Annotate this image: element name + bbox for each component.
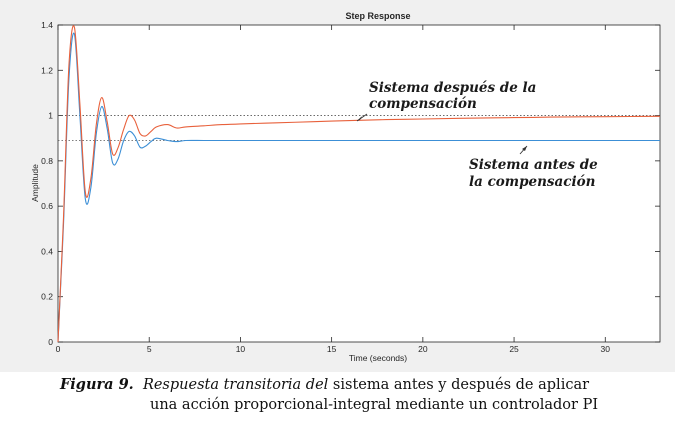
x-tick-label: 20 (418, 344, 428, 354)
x-tick-label: 25 (509, 344, 519, 354)
series-layer (57, 25, 661, 343)
caption-label: Figura 9. (60, 376, 134, 393)
annotations: Sistema después de la compensación Siste… (356, 80, 598, 190)
series-line (57, 25, 661, 343)
x-tick-label: 0 (56, 344, 61, 354)
annotation-before-line1: Sistema antes de (469, 157, 598, 173)
y-axis-label: Amplitude (30, 164, 40, 202)
annotation-arrowhead-before (522, 146, 527, 151)
caption-line2: una acción proporcional-integral mediant… (150, 397, 599, 413)
x-tick-label: 30 (601, 344, 611, 354)
annotation-arrowhead-after (357, 116, 362, 121)
series-line (57, 32, 660, 343)
annotation-after-line1: Sistema después de la (369, 80, 536, 96)
figure-caption: Figura 9. Respuesta transitoria del sist… (60, 375, 670, 415)
y-tick-label: 1.2 (41, 65, 53, 75)
caption-rest-line1: sistema antes y después de aplicar (328, 377, 590, 393)
y-tick-label: 1.4 (41, 20, 53, 30)
y-tick-label: 0.2 (41, 292, 53, 302)
plot-area (57, 24, 661, 343)
chart-title: Step Response (345, 11, 410, 21)
y-tick-label: 1 (48, 111, 53, 121)
y-tick-label: 0.6 (41, 201, 53, 211)
x-tick-label: 15 (327, 344, 337, 354)
x-axis-label: Time (seconds) (349, 353, 407, 363)
y-tick-label: 0.8 (41, 156, 53, 166)
step-response-chart: Step Response Time (seconds) Amplitude 0… (30, 11, 661, 363)
y-tick-label: 0 (48, 337, 53, 347)
figure-panel: Step Response Time (seconds) Amplitude 0… (0, 0, 675, 372)
annotation-before-line2: la compensación (469, 174, 595, 190)
x-tick-label: 5 (147, 344, 152, 354)
x-tick-label: 10 (236, 344, 246, 354)
y-tick-label: 0.4 (41, 246, 53, 256)
ticks-layer: 0 5 10 15 20 25 30 0 0.2 0.4 0.6 0.8 1 1.2 1.4 (41, 20, 660, 354)
annotation-after-line2: compensación (369, 96, 477, 112)
caption-italic: Respuesta transitoria del (142, 377, 329, 393)
